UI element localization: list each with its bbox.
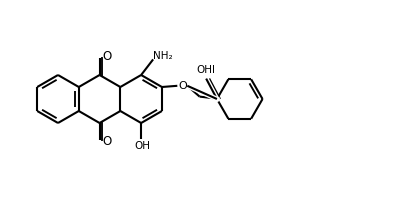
- Text: O: O: [102, 135, 111, 148]
- Text: NH₂: NH₂: [153, 51, 173, 61]
- Text: O: O: [178, 81, 187, 91]
- Text: OH: OH: [134, 141, 150, 151]
- Text: OH: OH: [199, 65, 215, 75]
- Text: OH: OH: [196, 65, 212, 75]
- Text: O: O: [102, 50, 111, 63]
